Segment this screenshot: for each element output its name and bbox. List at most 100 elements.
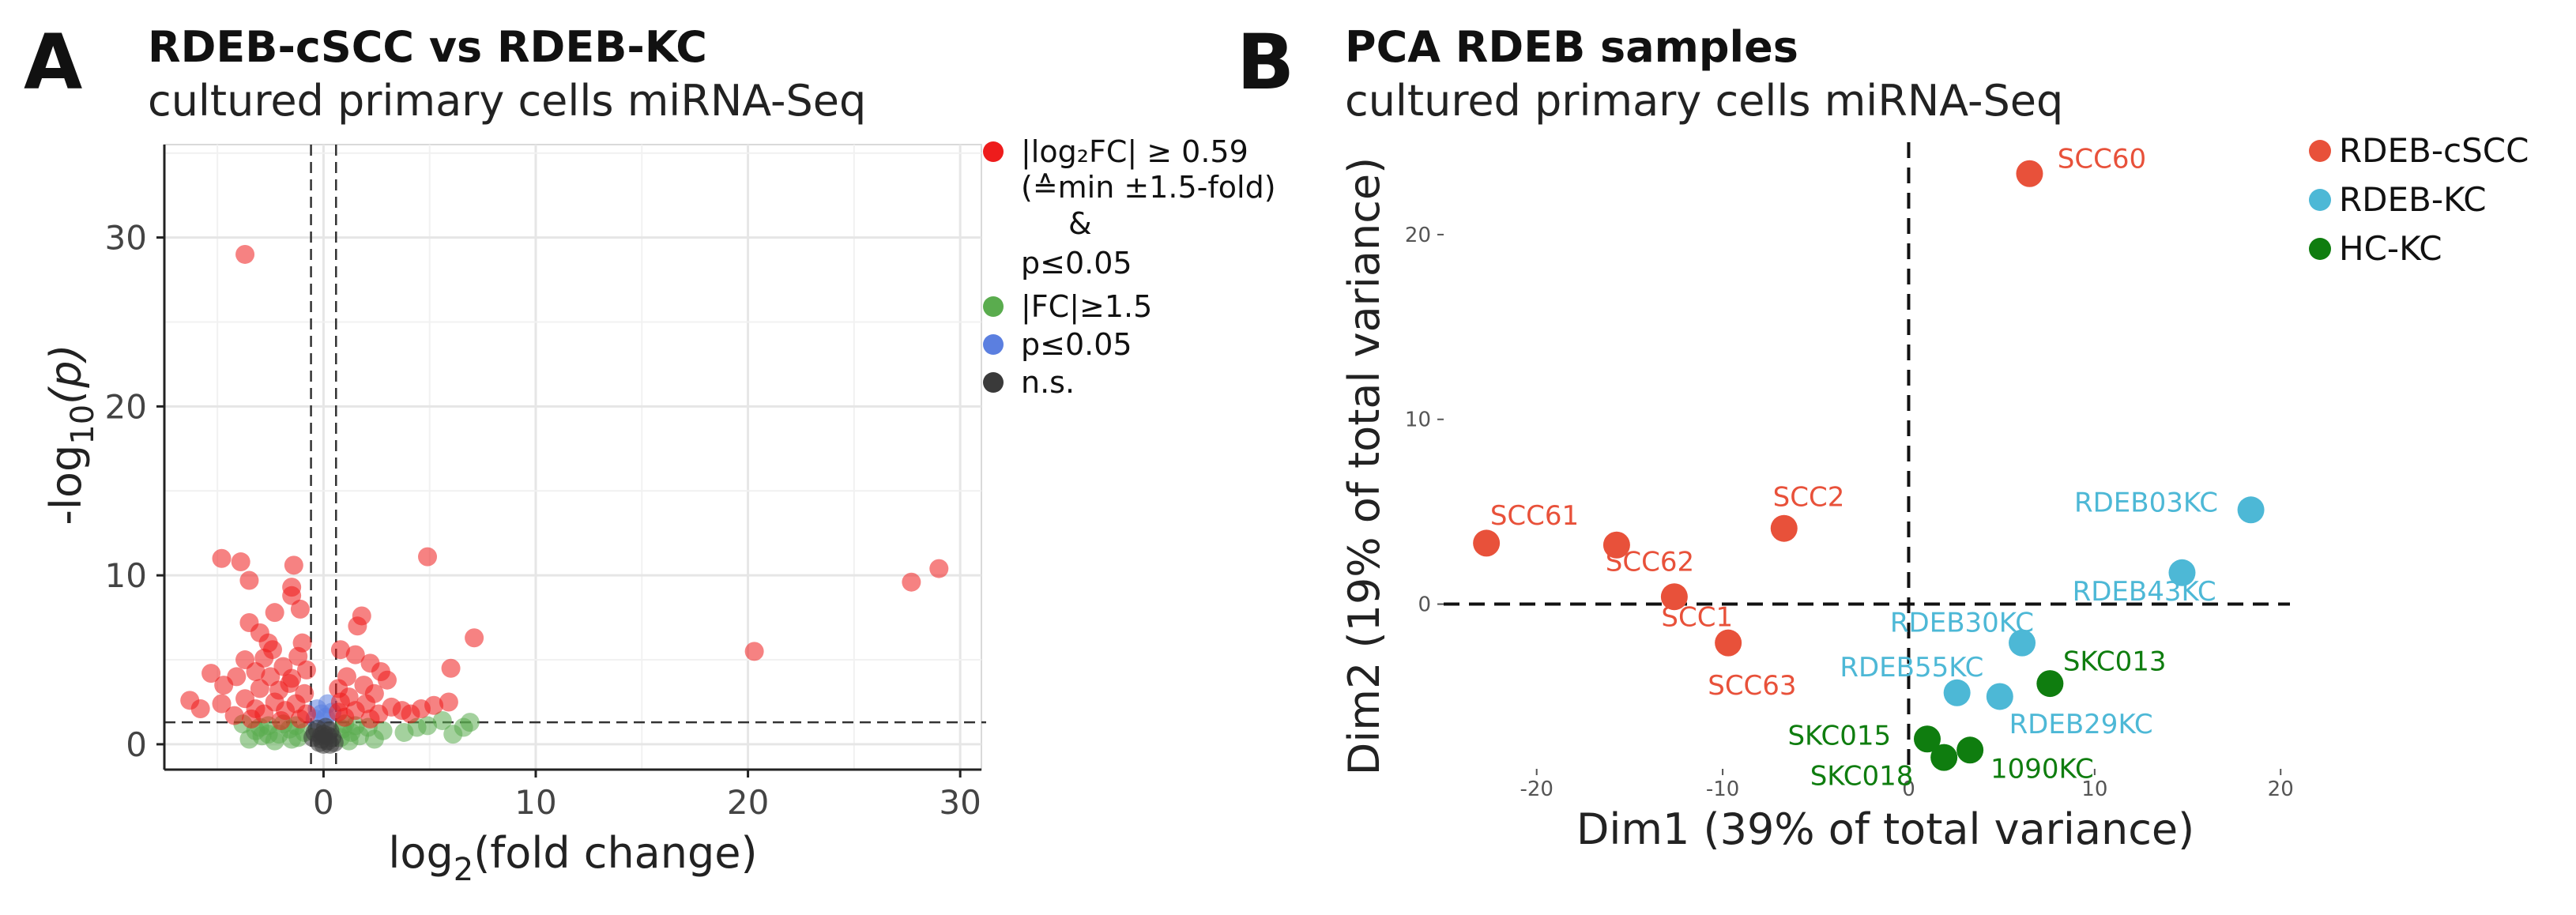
- pca-legend: RDEB-cSCC RDEB-KC HC-KC: [2309, 131, 2529, 268]
- pca-y-tick-label: 10: [1405, 409, 1431, 432]
- pca-label-rdeb55kc: RDEB55KC: [1840, 652, 1983, 683]
- pca-point-scc1: [1660, 583, 1688, 611]
- volcano-point-significant: [282, 668, 302, 688]
- legend-p-label: p≤0.05: [1021, 327, 1132, 362]
- legend-fc-label: |FC|≥1.5: [1021, 289, 1152, 325]
- pca-label-1090kc: 1090KC: [1990, 753, 2094, 785]
- panel-b-letter: B: [1237, 18, 1294, 107]
- pca-x-tick-label: -20: [1520, 778, 1553, 801]
- volcano-point-significant: [744, 642, 764, 661]
- pca-title: PCA RDEB samples: [1345, 22, 1798, 72]
- volcano-point-significant: [214, 676, 234, 695]
- legend-sig-line3: &: [1068, 206, 1092, 241]
- pca-point-scc63: [1715, 629, 1742, 657]
- panel-a-letter: A: [24, 18, 82, 107]
- volcano-point-fc_only: [373, 721, 393, 740]
- pca-x-tick-label: 20: [2268, 778, 2294, 801]
- volcano-ticks: 0 10 20 30 0 10 20 30: [105, 219, 981, 822]
- volcano-point-ns: [320, 734, 340, 754]
- volcano-point-significant: [330, 640, 350, 660]
- pca-ticks: -20 -10 0 10 20 0 10 20: [1405, 224, 2294, 801]
- volcano-point-significant: [465, 628, 484, 648]
- volcano-point-fc_only: [282, 729, 302, 749]
- volcano-point-significant: [290, 709, 310, 729]
- pca-point-scc60: [2016, 160, 2043, 187]
- pca-subtitle: cultured primary cells miRNA-Seq: [1345, 76, 2063, 126]
- volcano-point-fc_only: [432, 711, 452, 731]
- pca-label-scc63: SCC63: [1708, 670, 1796, 702]
- volcano-point-significant: [250, 679, 269, 698]
- pca-point-scc61: [1473, 529, 1501, 557]
- volcano-x-label-sub: 2: [454, 852, 473, 888]
- volcano-point-significant: [288, 646, 308, 666]
- volcano-point-significant: [348, 616, 367, 636]
- pca-x-tick-label: 10: [2081, 778, 2107, 801]
- legend-sig-line4: p≤0.05: [1021, 246, 1132, 281]
- volcano-x-label-main: log: [388, 828, 453, 878]
- volcano-point-significant: [284, 555, 303, 575]
- pca-x-tick-label: -10: [1706, 778, 1739, 801]
- legend-ns-label: n.s.: [1021, 365, 1075, 400]
- volcano-point-fc_only: [418, 716, 438, 736]
- legend-hckc-label: HC-KC: [2339, 229, 2442, 268]
- legend-ns-swatch: [983, 372, 1004, 393]
- volcano-y-tick-label: 10: [105, 556, 147, 595]
- pca-label-scc62: SCC62: [1606, 546, 1694, 578]
- volcano-point-significant: [190, 699, 210, 719]
- volcano-point-significant: [224, 706, 244, 725]
- volcano-point-significant: [242, 709, 262, 729]
- pca-y-tick-label: 0: [1418, 593, 1431, 617]
- pca-point-skc013: [2036, 670, 2064, 698]
- volcano-point-significant: [212, 548, 232, 568]
- pca-point-skc018: [1930, 744, 1958, 771]
- volcano-point-significant: [290, 599, 310, 619]
- pca-label-rdeb30kc: RDEB30KC: [1890, 608, 2034, 639]
- legend-sig-swatch: [983, 141, 1004, 162]
- pca-point-rdeb03kc: [2237, 496, 2265, 524]
- volcano-point-significant: [282, 586, 302, 605]
- pca-point-1090kc: [1956, 736, 1984, 764]
- volcano-y-label-sub: 10: [65, 405, 101, 445]
- volcano-y-tick-label: 30: [105, 219, 147, 258]
- volcano-point-significant: [231, 552, 250, 572]
- volcano-point-significant: [345, 645, 365, 665]
- pca-zero-lines: [1444, 142, 2290, 770]
- pca-label-scc61: SCC61: [1490, 500, 1579, 532]
- volcano-x-label-tail: (fold change): [473, 828, 757, 878]
- volcano-point-significant: [254, 648, 274, 668]
- volcano-point-significant: [360, 709, 380, 729]
- pca-y-tick-label: 20: [1405, 224, 1431, 247]
- volcano-x-tick-label: 0: [313, 783, 334, 822]
- pca-point-skc015: [1914, 725, 1941, 753]
- volcano-point-significant: [296, 660, 316, 680]
- volcano-point-significant: [201, 664, 221, 683]
- volcano-title: RDEB-cSCC vs RDEB-KC: [148, 22, 707, 72]
- volcano-y-tick-label: 20: [105, 387, 147, 426]
- volcano-y-label: -log10(p): [41, 344, 101, 525]
- volcano-point-significant: [902, 572, 921, 592]
- pca-label-rdeb29kc: RDEB29KC: [2009, 709, 2153, 740]
- volcano-point-significant: [246, 662, 266, 682]
- volcano-point-significant: [335, 707, 355, 727]
- pca-label-scc60: SCC60: [2058, 144, 2146, 175]
- volcano-threshold-lines: [164, 145, 986, 770]
- legend-fc-swatch: [983, 296, 1004, 317]
- legend-sig-line2: (≙min ±1.5-fold): [1021, 170, 1276, 205]
- legend-cscc-label: RDEB-cSCC: [2339, 131, 2529, 170]
- legend-cscc-swatch: [2309, 140, 2331, 162]
- volcano-point-significant: [212, 694, 232, 714]
- volcano-point-significant: [239, 570, 259, 590]
- pca-label-skc013: SKC013: [2063, 646, 2167, 678]
- pca-label-skc015: SKC015: [1787, 720, 1891, 751]
- volcano-x-tick-label: 20: [727, 783, 769, 822]
- volcano-points: [180, 244, 949, 754]
- legend-kc-label: RDEB-KC: [2339, 180, 2487, 219]
- pca-x-label: Dim1 (39% of total variance): [1576, 804, 2194, 854]
- pca-label-scc2: SCC2: [1773, 482, 1845, 514]
- volcano-point-significant: [271, 711, 291, 731]
- volcano-x-tick-label: 10: [514, 783, 556, 822]
- pca-point-rdeb55kc: [1943, 679, 1971, 706]
- pca-point-rdeb30kc: [2009, 629, 2036, 657]
